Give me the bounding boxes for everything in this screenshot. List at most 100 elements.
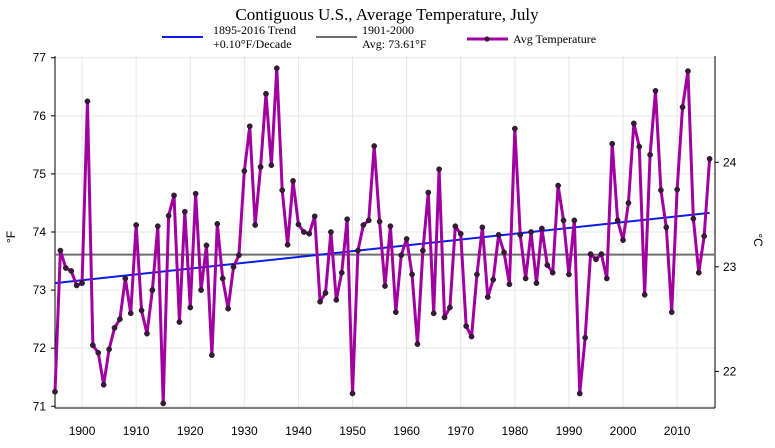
x-tick-label: 1980 <box>501 424 528 438</box>
x-tick-label: 1940 <box>285 424 312 438</box>
data-point <box>295 221 302 228</box>
data-point <box>355 247 361 254</box>
data-point <box>414 341 421 347</box>
x-tick-label: 1920 <box>177 424 204 438</box>
y-tick-label: 77 <box>33 51 47 65</box>
data-point <box>203 242 210 249</box>
data-point <box>257 164 264 170</box>
data-point <box>322 290 329 296</box>
data-point <box>430 310 437 317</box>
y-right-tick-label: 24 <box>723 155 737 169</box>
data-point <box>593 256 599 263</box>
data-point <box>679 104 686 110</box>
data-point <box>122 275 129 282</box>
data-point <box>160 400 167 407</box>
data-point <box>614 217 621 224</box>
data-point <box>685 68 691 74</box>
legend-item-trend: 1895-2016 Trend +0.10°F/Decade <box>162 23 296 51</box>
data-point <box>365 217 372 224</box>
data-point <box>463 323 469 329</box>
data-point <box>690 215 697 222</box>
data-point <box>100 381 107 388</box>
data-point <box>706 155 713 162</box>
data-point <box>674 186 680 193</box>
data-point <box>360 222 367 228</box>
legend-avg-label: Avg Temperature <box>513 32 596 46</box>
data-point <box>701 233 708 239</box>
data-point <box>528 229 534 235</box>
data-point <box>198 287 204 293</box>
data-point <box>57 247 64 254</box>
x-tick-label: 1990 <box>556 424 583 438</box>
data-point <box>517 232 524 238</box>
y-right-tick-label: 23 <box>723 260 737 274</box>
data-point <box>279 187 286 194</box>
data-point <box>106 346 112 353</box>
avg-temperature-line <box>53 66 712 405</box>
data-point <box>409 271 415 278</box>
data-point <box>171 192 177 199</box>
data-point <box>620 237 626 243</box>
data-point <box>144 330 150 337</box>
data-point <box>522 275 529 282</box>
data-point <box>165 212 172 219</box>
data-point <box>133 222 139 228</box>
data-point <box>62 265 69 271</box>
data-point <box>68 268 75 274</box>
data-point <box>484 294 491 300</box>
data-point <box>603 275 610 282</box>
data-point <box>273 65 280 72</box>
data-point <box>338 269 345 276</box>
data-point <box>625 200 632 206</box>
data-point <box>501 249 507 256</box>
data-point <box>511 125 518 132</box>
data-point <box>52 388 58 395</box>
data-point <box>246 123 253 130</box>
data-point <box>230 264 237 270</box>
x-tick-label: 1970 <box>447 424 474 438</box>
data-point <box>371 143 378 149</box>
data-point <box>95 349 102 356</box>
data-point <box>474 271 480 278</box>
data-point <box>425 189 432 196</box>
data-point <box>328 229 334 235</box>
data-point <box>441 314 448 321</box>
data-point <box>695 269 702 276</box>
x-tick-label: 2010 <box>664 424 691 438</box>
data-point <box>609 140 616 147</box>
data-point <box>403 236 410 242</box>
data-point <box>452 223 459 230</box>
tick-labels: 1900 1910 1920 1930 1940 1950 1960 1970 1980 1990… <box>33 51 737 438</box>
x-tick-label: 1900 <box>69 424 96 438</box>
x-tick-label: 1960 <box>393 424 420 438</box>
data-point <box>598 251 605 257</box>
y-tick-label: 72 <box>33 341 47 355</box>
data-point <box>566 271 572 278</box>
data-point <box>490 276 497 283</box>
data-point <box>479 224 486 231</box>
data-point <box>468 333 475 340</box>
legend-baseline-label: 1901-2000 <box>362 23 414 37</box>
data-point <box>241 168 248 174</box>
y-tick-label: 73 <box>33 283 47 297</box>
data-point <box>549 269 556 276</box>
y-tick-label: 74 <box>33 225 47 239</box>
data-point <box>582 334 589 341</box>
data-point <box>219 275 226 282</box>
data-point <box>447 304 453 311</box>
data-point <box>252 222 259 228</box>
legend-baseline-sublabel: Avg: 73.61°F <box>362 37 427 51</box>
x-tick-label: 1910 <box>123 424 150 438</box>
data-point <box>154 223 161 230</box>
data-point <box>263 90 269 97</box>
data-point <box>571 217 578 224</box>
data-point <box>641 291 648 298</box>
x-tick-label: 2000 <box>610 424 637 438</box>
y-tick-label: 75 <box>33 167 47 181</box>
data-point <box>544 262 551 268</box>
data-point <box>301 229 307 235</box>
data-point <box>506 281 513 288</box>
data-point <box>84 98 91 105</box>
data-point <box>349 390 356 397</box>
data-point <box>392 309 399 316</box>
